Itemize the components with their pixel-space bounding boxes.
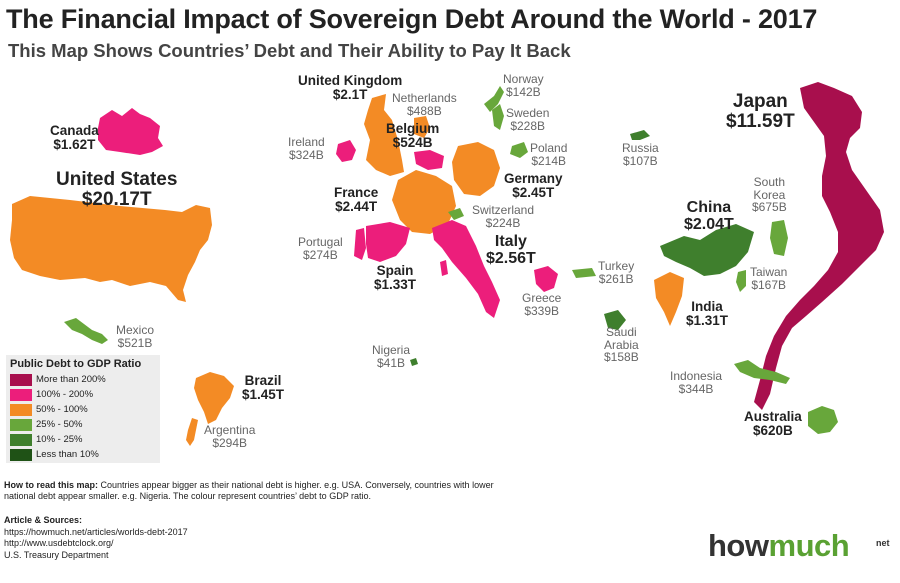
how-to-read-text: Countries appear bigger as their nationa… xyxy=(4,480,494,501)
country-shape-united-kingdom xyxy=(364,94,404,176)
country-shape-italy xyxy=(432,220,500,318)
label-australia: Australia $620B xyxy=(744,409,802,439)
map-title: The Financial Impact of Sovereign Debt A… xyxy=(6,4,818,34)
country-shape-indonesia xyxy=(734,360,790,384)
country-shape-saudi-arabia xyxy=(604,310,626,330)
country-shape-russia xyxy=(630,130,650,140)
country-shape-china xyxy=(660,224,754,276)
legend-item: Less than 10% xyxy=(10,447,160,462)
label-germany: Germany $2.45T xyxy=(504,171,563,201)
legend: Public Debt to GDP Ratio More than 200% 1… xyxy=(6,355,160,463)
label-saudi-arabia: Saudi Arabia $158B xyxy=(604,325,639,365)
label-turkey: Turkey $261B xyxy=(598,259,635,286)
label-greece: Greece $339B xyxy=(522,291,562,318)
label-brazil: Brazil $1.45T xyxy=(242,373,285,403)
legend-items: More than 200% 100% - 200% 50% - 100% 25% -… xyxy=(6,372,160,462)
label-belgium: Belgium $524B xyxy=(386,121,440,151)
country-shape-switzerland xyxy=(448,208,464,220)
country-shape-india xyxy=(654,272,684,326)
legend-label: Less than 10% xyxy=(36,449,99,460)
label-canada: Canada $1.62T xyxy=(50,123,99,153)
legend-item: 25% - 50% xyxy=(10,417,160,432)
country-shape-spain xyxy=(366,222,410,262)
label-china: China $2.04T xyxy=(684,199,734,233)
source-link[interactable]: http://www.usdebtclock.org/ xyxy=(4,538,114,549)
legend-item: More than 200% xyxy=(10,372,160,387)
label-indonesia: Indonesia $344B xyxy=(670,369,723,396)
label-russia: Russia $107B xyxy=(622,141,659,168)
country-shape-brazil xyxy=(194,372,234,424)
country-shape-canada xyxy=(98,108,163,155)
sources: Article & Sources: https://howmuch.net/a… xyxy=(4,515,188,562)
country-shape-sardinia xyxy=(440,260,448,276)
label-japan: Japan $11.59T xyxy=(726,91,795,132)
label-mexico: Mexico $521B xyxy=(116,323,155,350)
source-link[interactable]: https://howmuch.net/articles/worlds-debt… xyxy=(4,526,188,537)
country-shape-germany xyxy=(452,142,500,196)
country-shape-mexico xyxy=(64,318,108,344)
source-text: U.S. Treasury Department xyxy=(4,550,109,561)
label-portugal: Portugal $274B xyxy=(298,235,343,262)
legend-swatch xyxy=(10,388,32,401)
label-switzerland: Switzerland $224B xyxy=(472,203,535,230)
country-shape-australia xyxy=(808,406,838,434)
label-spain: Spain $1.33T xyxy=(374,263,417,293)
label-ireland: Ireland $324B xyxy=(288,135,325,162)
map-subtitle: This Map Shows Countries’ Debt and Their… xyxy=(8,40,571,61)
label-poland: Poland $214B xyxy=(530,141,568,168)
label-south-korea: South Korea $675B xyxy=(752,175,787,215)
howmuch-logo-net: net xyxy=(876,538,890,548)
legend-swatch xyxy=(10,418,32,431)
label-france: France $2.44T xyxy=(334,185,379,215)
legend-item: 10% - 25% xyxy=(10,432,160,447)
country-shape-norway xyxy=(484,86,504,112)
label-netherlands: Netherlands $488B xyxy=(392,91,457,118)
country-shape-greece xyxy=(534,266,558,292)
label-norway: Norway $142B xyxy=(503,72,544,99)
legend-item: 50% - 100% xyxy=(10,402,160,417)
country-shape-japan xyxy=(754,82,884,410)
label-argentina: Argentina $294B xyxy=(204,423,256,450)
legend-label: 100% - 200% xyxy=(36,389,94,400)
country-shape-south-korea xyxy=(770,220,788,256)
country-shape-portugal xyxy=(354,228,366,260)
country-shape-nigeria xyxy=(410,358,418,366)
legend-swatch xyxy=(10,433,32,446)
legend-label: More than 200% xyxy=(36,374,106,385)
country-shape-sweden xyxy=(492,104,504,130)
country-shape-netherlands xyxy=(414,116,430,138)
legend-item: 100% - 200% xyxy=(10,387,160,402)
sources-heading: Article & Sources: xyxy=(4,515,83,525)
how-to-read: How to read this map: Countries appear b… xyxy=(4,480,524,502)
label-united-kingdom: United Kingdom $2.1T xyxy=(298,73,403,103)
country-shape-united-states xyxy=(10,196,212,302)
country-shape-taiwan xyxy=(736,270,746,292)
legend-label: 50% - 100% xyxy=(36,404,88,415)
label-nigeria: Nigeria $41B xyxy=(372,343,411,370)
country-shape-france xyxy=(392,170,456,234)
legend-title: Public Debt to GDP Ratio xyxy=(10,358,142,370)
legend-label: 10% - 25% xyxy=(36,434,83,445)
country-shape-argentina xyxy=(186,418,198,446)
label-italy: Italy $2.56T xyxy=(486,233,536,267)
country-shape-poland xyxy=(510,142,528,158)
country-shape-belgium xyxy=(414,150,444,170)
label-taiwan: Taiwan $167B xyxy=(750,265,788,292)
label-united-states: United States $20.17T xyxy=(56,169,178,210)
country-shape-turkey xyxy=(572,268,596,278)
label-india: India $1.31T xyxy=(686,299,729,329)
legend-swatch xyxy=(10,373,32,386)
country-shape-ireland xyxy=(336,140,356,162)
legend-swatch xyxy=(10,448,32,461)
howmuch-logo: howmuch xyxy=(708,528,850,563)
how-to-read-heading: How to read this map: xyxy=(4,480,99,490)
legend-label: 25% - 50% xyxy=(36,419,83,430)
legend-swatch xyxy=(10,403,32,416)
label-sweden: Sweden $228B xyxy=(506,106,550,133)
